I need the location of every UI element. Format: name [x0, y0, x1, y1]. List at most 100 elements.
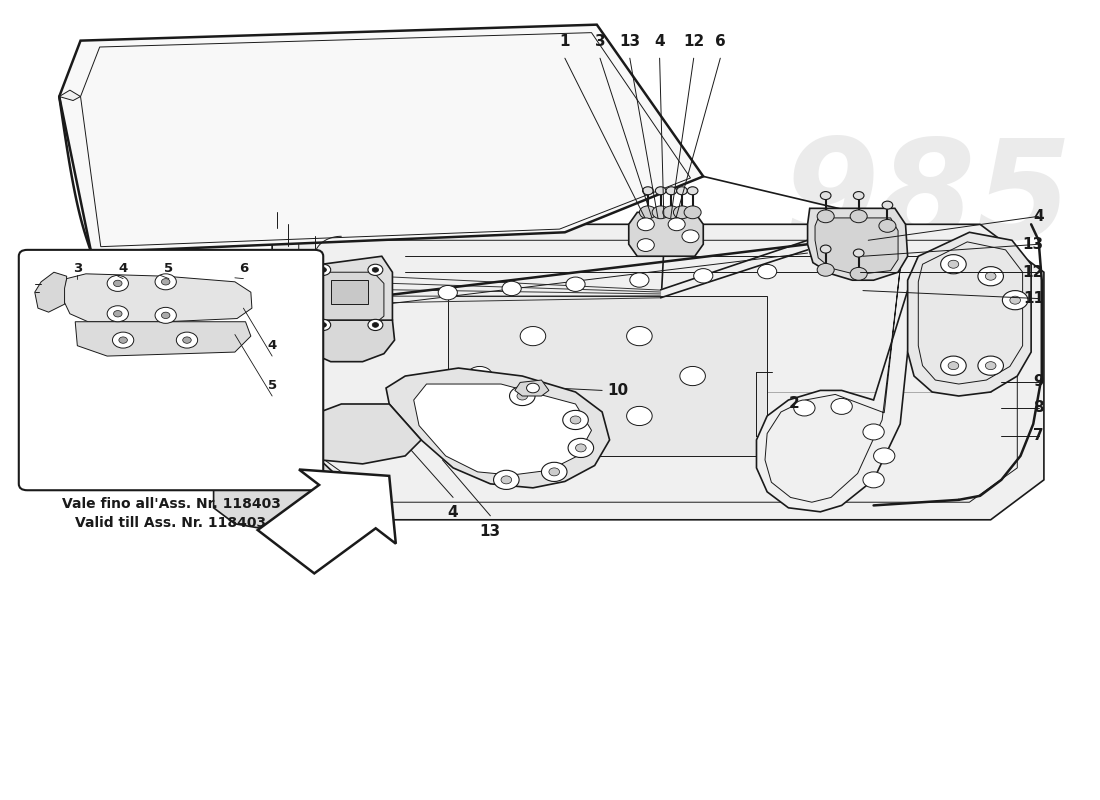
Circle shape	[541, 462, 567, 482]
Circle shape	[627, 406, 652, 426]
Circle shape	[652, 206, 669, 218]
Circle shape	[882, 201, 893, 209]
Circle shape	[183, 337, 191, 343]
Circle shape	[666, 186, 676, 194]
Circle shape	[663, 206, 680, 218]
Circle shape	[673, 206, 691, 218]
Circle shape	[656, 186, 666, 194]
Polygon shape	[75, 322, 251, 356]
Circle shape	[821, 191, 830, 199]
Polygon shape	[272, 224, 1044, 520]
Circle shape	[113, 280, 122, 286]
Circle shape	[316, 319, 331, 330]
Circle shape	[948, 260, 959, 268]
Circle shape	[112, 332, 134, 348]
Circle shape	[940, 254, 966, 274]
Text: 1: 1	[560, 34, 570, 49]
Circle shape	[372, 267, 378, 272]
Text: 12: 12	[683, 34, 704, 49]
Circle shape	[1002, 290, 1027, 310]
Circle shape	[639, 206, 657, 218]
Polygon shape	[908, 232, 1031, 396]
Circle shape	[978, 356, 1003, 375]
Polygon shape	[815, 218, 898, 274]
Polygon shape	[294, 404, 421, 464]
Circle shape	[520, 326, 546, 346]
Circle shape	[549, 468, 560, 476]
Text: 4: 4	[1033, 209, 1044, 224]
Circle shape	[817, 210, 834, 222]
Circle shape	[850, 210, 867, 222]
Circle shape	[854, 191, 864, 199]
Text: 6: 6	[715, 34, 726, 49]
Circle shape	[568, 438, 594, 458]
Text: 4: 4	[448, 506, 459, 521]
Circle shape	[627, 326, 652, 346]
FancyBboxPatch shape	[19, 250, 323, 490]
Circle shape	[155, 274, 176, 290]
Polygon shape	[414, 384, 592, 475]
Text: 12: 12	[1023, 265, 1044, 280]
Circle shape	[873, 448, 895, 464]
Circle shape	[509, 386, 535, 406]
Polygon shape	[35, 272, 67, 312]
Circle shape	[986, 272, 996, 280]
Circle shape	[113, 310, 122, 317]
Text: 4: 4	[119, 262, 128, 274]
Circle shape	[563, 410, 589, 430]
Circle shape	[107, 306, 129, 322]
Circle shape	[682, 230, 698, 242]
Circle shape	[794, 400, 815, 416]
Text: Vale fino all'Ass. Nr. 118403: Vale fino all'Ass. Nr. 118403	[62, 498, 280, 511]
Circle shape	[1010, 296, 1021, 304]
Circle shape	[502, 282, 521, 296]
Circle shape	[367, 319, 383, 330]
Circle shape	[684, 206, 701, 218]
Text: 5: 5	[267, 379, 277, 392]
Polygon shape	[629, 212, 703, 256]
Text: 11: 11	[1023, 291, 1044, 306]
Polygon shape	[307, 256, 393, 332]
Circle shape	[119, 337, 128, 343]
Circle shape	[630, 273, 649, 287]
Text: 3: 3	[595, 34, 605, 49]
Polygon shape	[315, 272, 384, 325]
Polygon shape	[331, 280, 367, 304]
Polygon shape	[59, 90, 80, 101]
Circle shape	[527, 383, 539, 393]
Text: 5: 5	[164, 262, 174, 274]
Circle shape	[668, 218, 685, 230]
Circle shape	[978, 266, 1003, 286]
Circle shape	[500, 476, 512, 484]
Polygon shape	[268, 256, 322, 324]
Circle shape	[862, 472, 884, 488]
Circle shape	[817, 263, 834, 276]
Text: 13: 13	[619, 34, 640, 49]
Circle shape	[830, 398, 852, 414]
Circle shape	[680, 366, 705, 386]
Polygon shape	[299, 320, 395, 362]
Text: 13: 13	[1023, 237, 1044, 252]
Circle shape	[850, 267, 867, 280]
Circle shape	[637, 218, 654, 230]
Circle shape	[176, 332, 198, 348]
Circle shape	[466, 366, 493, 386]
Circle shape	[676, 186, 688, 194]
Circle shape	[367, 264, 383, 275]
Circle shape	[758, 264, 777, 278]
Circle shape	[494, 470, 519, 490]
Circle shape	[316, 264, 331, 275]
Polygon shape	[257, 470, 396, 574]
Text: 2: 2	[789, 397, 800, 411]
Circle shape	[688, 186, 697, 194]
Text: 4: 4	[654, 34, 664, 49]
Circle shape	[986, 362, 996, 370]
Circle shape	[879, 219, 895, 232]
Circle shape	[320, 322, 327, 327]
Text: a passion
for parts: a passion for parts	[542, 425, 641, 471]
Circle shape	[517, 392, 528, 400]
Text: Valid till Ass. Nr. 118403: Valid till Ass. Nr. 118403	[76, 516, 266, 530]
Circle shape	[162, 278, 169, 285]
Circle shape	[694, 269, 713, 283]
Circle shape	[637, 238, 654, 251]
